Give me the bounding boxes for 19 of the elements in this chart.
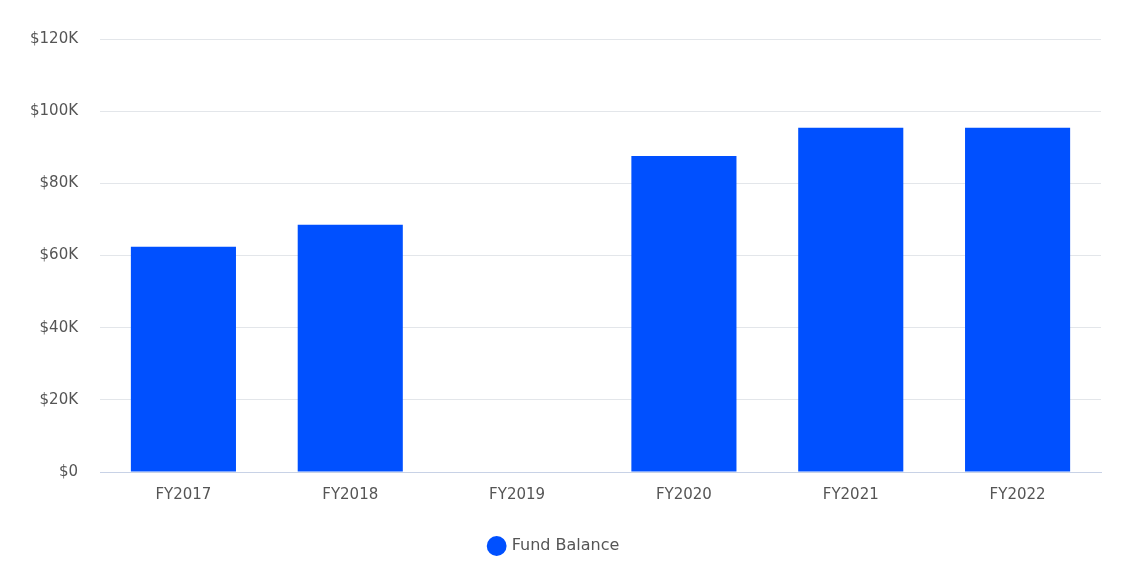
y-tick-label: $60K — [39, 245, 80, 264]
x-tick-label: FY2017 — [155, 484, 212, 503]
x-tick-label: FY2018 — [322, 484, 379, 503]
bar — [965, 127, 1071, 472]
bar — [297, 224, 403, 472]
bar — [631, 155, 737, 472]
y-tick-label: $120K — [29, 28, 80, 47]
legend-label: Fund Balance — [511, 535, 620, 555]
y-tick-label: $20K — [39, 389, 80, 408]
x-tick-label: FY2022 — [989, 484, 1046, 503]
x-tick-label: FY2019 — [489, 484, 546, 503]
y-tick-label: $80K — [39, 173, 80, 192]
x-tick-label: FY2020 — [655, 484, 712, 503]
x-tick-label: FY2021 — [822, 484, 879, 503]
y-tick-label: $40K — [39, 317, 80, 336]
y-tick-label: $0 — [58, 461, 79, 480]
y-tick-label: $100K — [29, 101, 80, 120]
bar — [798, 127, 904, 472]
bar — [130, 246, 236, 472]
